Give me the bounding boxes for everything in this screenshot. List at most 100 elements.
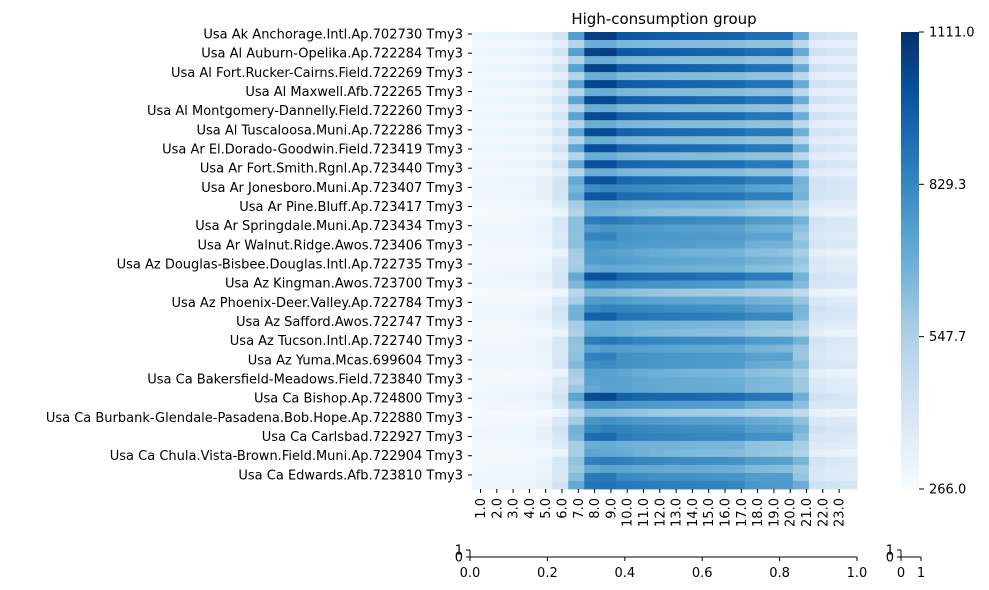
heatmap-cell bbox=[664, 160, 681, 169]
heatmap-cell bbox=[728, 176, 746, 185]
heatmap-cell bbox=[520, 344, 537, 354]
heatmap-cell bbox=[744, 424, 762, 434]
heatmap-cell bbox=[760, 296, 778, 305]
heatmap-cell bbox=[552, 224, 569, 233]
heatmap-cell bbox=[632, 360, 649, 370]
heatmap-cell bbox=[632, 208, 649, 217]
heatmap-cell bbox=[824, 184, 842, 193]
heatmap-cell bbox=[648, 392, 665, 402]
heatmap-cell bbox=[472, 160, 489, 169]
heatmap-cell bbox=[792, 56, 810, 65]
heatmap-cell bbox=[568, 256, 585, 265]
heatmap-cell bbox=[792, 128, 810, 137]
heatmap-cell bbox=[600, 192, 617, 201]
heatmap-cell bbox=[536, 448, 553, 458]
heatmap-cell bbox=[616, 320, 633, 330]
heatmap-cell bbox=[632, 376, 649, 386]
heatmap-cell bbox=[600, 480, 617, 490]
heatmap-cell bbox=[760, 112, 778, 121]
heatmap-cell bbox=[696, 480, 714, 490]
heatmap-cell bbox=[840, 112, 858, 121]
heatmap-cell bbox=[728, 304, 746, 314]
heatmap-cell bbox=[712, 72, 730, 81]
heatmap-cell bbox=[664, 304, 681, 314]
heatmap-cell bbox=[648, 264, 665, 273]
heatmap-cell bbox=[712, 256, 730, 265]
heatmap-cell bbox=[808, 56, 826, 65]
heatmap-cell bbox=[728, 296, 746, 305]
heatmap-cell bbox=[504, 408, 521, 418]
heatmap-cell bbox=[600, 296, 617, 305]
heatmap-cell bbox=[792, 120, 810, 129]
heatmap-cell bbox=[744, 272, 762, 281]
heatmap-cell bbox=[536, 248, 553, 257]
heatmap-cell bbox=[728, 352, 746, 362]
heatmap-cell bbox=[552, 280, 569, 289]
heatmap-cell bbox=[520, 208, 537, 217]
heatmap-cell bbox=[616, 280, 633, 289]
heatmap-cell bbox=[680, 232, 697, 241]
heatmap-cell bbox=[776, 440, 794, 450]
heatmap-cell bbox=[696, 288, 714, 297]
heatmap-cell bbox=[808, 216, 826, 225]
heatmap-cell bbox=[664, 32, 681, 41]
heatmap-cell bbox=[664, 112, 681, 121]
heatmap-cell bbox=[616, 456, 633, 466]
heatmap-cell bbox=[712, 448, 730, 458]
heatmap-cell bbox=[776, 272, 794, 281]
heatmap-cell bbox=[616, 272, 633, 281]
heatmap-cell bbox=[600, 360, 617, 370]
heatmap-cell bbox=[472, 464, 489, 474]
heatmap-cell bbox=[712, 232, 730, 241]
heatmap-cell bbox=[664, 168, 681, 177]
heatmap-cell bbox=[616, 328, 633, 338]
heatmap-cell bbox=[776, 408, 794, 418]
heatmap-cell bbox=[760, 312, 778, 322]
heatmap-cell bbox=[824, 288, 842, 297]
heatmap-cell bbox=[520, 40, 537, 49]
heatmap-cell bbox=[744, 176, 762, 185]
heatmap-cell bbox=[744, 480, 762, 490]
heatmap-cell bbox=[520, 456, 537, 466]
heatmap-cell bbox=[792, 368, 810, 378]
heatmap-cell bbox=[712, 40, 730, 49]
heatmap-cell bbox=[840, 56, 858, 65]
heatmap-cell bbox=[744, 40, 762, 49]
heatmap-cell bbox=[632, 168, 649, 177]
heatmap-cell bbox=[776, 368, 794, 378]
heatmap-cell bbox=[776, 392, 794, 402]
heatmap-cell bbox=[584, 480, 601, 490]
heatmap-cell bbox=[712, 472, 730, 482]
heatmap-cell bbox=[808, 184, 826, 193]
heatmap-cell bbox=[472, 416, 489, 426]
heatmap-cell bbox=[600, 160, 617, 169]
heatmap-title: High-consumption group bbox=[571, 10, 756, 28]
heatmap-cell bbox=[728, 328, 746, 338]
heatmap-cell bbox=[648, 160, 665, 169]
heatmap-cell bbox=[744, 336, 762, 346]
heatmap-cell bbox=[840, 336, 858, 346]
row-label: Usa Ca Carlsbad.722927 Tmy3 bbox=[262, 430, 463, 445]
heatmap-cell bbox=[744, 216, 762, 225]
heatmap-cell bbox=[616, 144, 633, 153]
heatmap-cell bbox=[744, 328, 762, 338]
heatmap-cell bbox=[600, 264, 617, 273]
heatmap-cell bbox=[776, 320, 794, 330]
heatmap-cell bbox=[472, 360, 489, 370]
heatmap-cell bbox=[824, 40, 842, 49]
heatmap-cell bbox=[824, 32, 842, 41]
heatmap-cell bbox=[616, 464, 633, 474]
heatmap-cell bbox=[616, 192, 633, 201]
heatmap-cell bbox=[808, 88, 826, 97]
column-label: 14.0 bbox=[686, 498, 701, 527]
heatmap-cell bbox=[632, 144, 649, 153]
heatmap-cells bbox=[472, 32, 858, 490]
heatmap-cell bbox=[552, 152, 569, 161]
heatmap-cell bbox=[744, 400, 762, 410]
heatmap-cell bbox=[488, 192, 505, 201]
heatmap-cell bbox=[840, 376, 858, 386]
heatmap-cell bbox=[840, 328, 858, 338]
heatmap-cell bbox=[632, 456, 649, 466]
heatmap-cell bbox=[520, 336, 537, 346]
heatmap-cell bbox=[680, 128, 697, 137]
